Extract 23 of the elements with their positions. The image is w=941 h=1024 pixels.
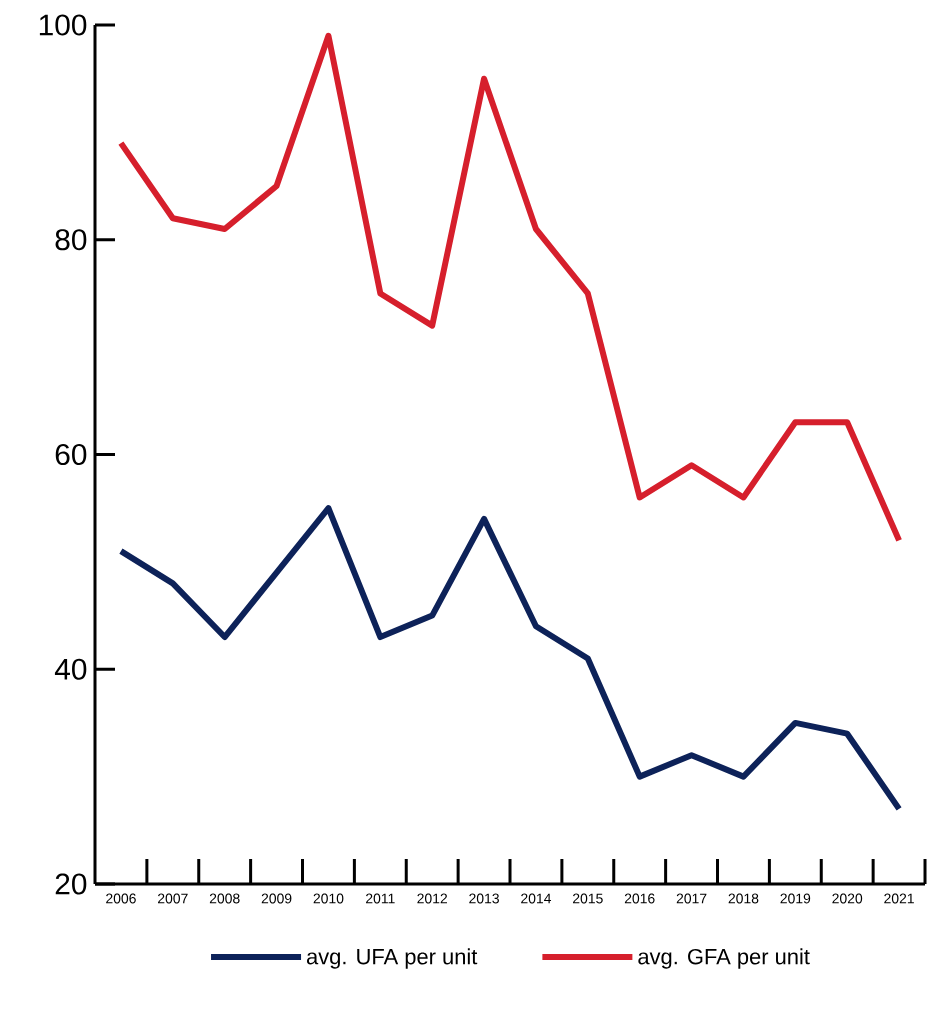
x-tick-label: 2019 bbox=[780, 893, 811, 904]
x-tick-label: 2007 bbox=[158, 893, 188, 904]
y-tick-label: 20 bbox=[55, 873, 87, 895]
x-tick-label: 2008 bbox=[209, 893, 240, 904]
y-tick-label: 100 bbox=[39, 14, 87, 36]
x-tick-label: 2012 bbox=[417, 893, 447, 904]
x-tick-label: 2020 bbox=[832, 893, 863, 904]
y-tick-label: 40 bbox=[54, 658, 87, 680]
x-tick-label: 2013 bbox=[469, 893, 499, 904]
x-tick-label: 2006 bbox=[106, 893, 136, 904]
y-tick-label: 60 bbox=[55, 443, 87, 466]
x-tick-label: 2016 bbox=[624, 893, 655, 904]
x-tick-label: 2010 bbox=[313, 893, 344, 904]
x-tick-label: 2017 bbox=[676, 893, 707, 904]
x-tick-label: 2009 bbox=[261, 893, 292, 904]
legend-label: avg. GFA per unit bbox=[638, 948, 810, 969]
x-tick-label: 2014 bbox=[521, 893, 552, 904]
x-tick-label: 2021 bbox=[884, 893, 914, 904]
x-tick-label: 2015 bbox=[573, 893, 603, 904]
x-tick-label: 2011 bbox=[366, 893, 395, 904]
x-tick-label: 2018 bbox=[728, 893, 759, 904]
y-tick-label: 80 bbox=[55, 229, 87, 251]
legend-label: avg. UFA per unit bbox=[306, 948, 478, 969]
